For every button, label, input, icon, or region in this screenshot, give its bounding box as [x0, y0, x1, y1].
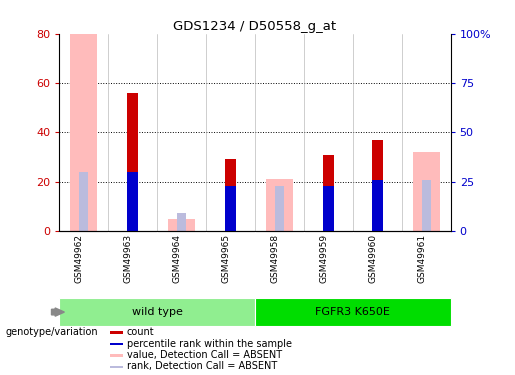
Bar [266, 179, 293, 231]
Bar [225, 186, 236, 231]
Bar [372, 140, 383, 231]
Bar [168, 219, 195, 231]
Bar [275, 186, 284, 231]
Text: GSM49965: GSM49965 [221, 234, 230, 284]
Text: rank, Detection Call = ABSENT: rank, Detection Call = ABSENT [127, 362, 277, 371]
Bar [110, 366, 123, 368]
Bar [323, 186, 334, 231]
Title: GDS1234 / D50558_g_at: GDS1234 / D50558_g_at [174, 20, 336, 33]
Text: genotype/variation: genotype/variation [5, 327, 98, 337]
Text: GSM49959: GSM49959 [319, 234, 329, 284]
Bar [59, 298, 255, 326]
Text: GSM49962: GSM49962 [75, 234, 83, 283]
Bar [110, 354, 123, 357]
Text: GSM49961: GSM49961 [417, 234, 426, 284]
Bar [177, 213, 186, 231]
Bar [127, 93, 138, 231]
Text: GSM49963: GSM49963 [124, 234, 133, 284]
Text: GSM49964: GSM49964 [173, 234, 181, 283]
Bar [372, 180, 383, 231]
Bar [373, 180, 382, 231]
Text: wild type: wild type [132, 307, 182, 317]
Bar [79, 172, 88, 231]
Text: GSM49958: GSM49958 [270, 234, 279, 284]
Text: FGFR3 K650E: FGFR3 K650E [315, 307, 390, 317]
Bar [127, 172, 138, 231]
Bar [422, 180, 431, 231]
Bar [225, 159, 236, 231]
Text: value, Detection Call = ABSENT: value, Detection Call = ABSENT [127, 350, 282, 360]
Bar [413, 152, 440, 231]
Bar [110, 343, 123, 345]
Bar [255, 298, 451, 326]
Bar [70, 34, 97, 231]
Text: percentile rank within the sample: percentile rank within the sample [127, 339, 291, 349]
Text: count: count [127, 327, 154, 337]
Bar [323, 154, 334, 231]
Bar [110, 332, 123, 334]
Text: GSM49960: GSM49960 [368, 234, 377, 284]
